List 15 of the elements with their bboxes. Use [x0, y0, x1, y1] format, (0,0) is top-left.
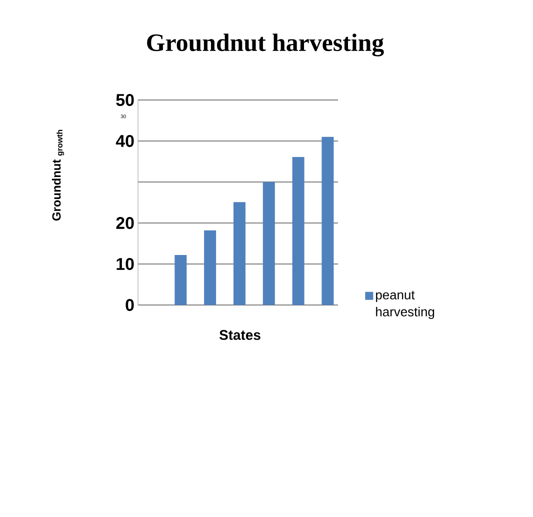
legend-label: peanut harvesting: [376, 290, 434, 319]
bar: [204, 230, 216, 305]
y-tick-label: 20: [116, 216, 134, 229]
y-axis-title: Groundnut $_{growth}$: [52, 130, 64, 221]
bar: [262, 182, 275, 305]
y-tick-label: 10: [116, 258, 134, 270]
bar: [174, 254, 187, 305]
bar: [292, 156, 304, 305]
y-tick-label: 50: [116, 94, 134, 106]
chart-title: Groundnut harvesting: [147, 34, 384, 56]
y-tick-label: 0: [126, 298, 134, 311]
y-tick-label: 40: [116, 134, 134, 147]
bar: [322, 136, 334, 305]
bar: [233, 202, 246, 305]
x-axis-title: States: [219, 330, 260, 340]
